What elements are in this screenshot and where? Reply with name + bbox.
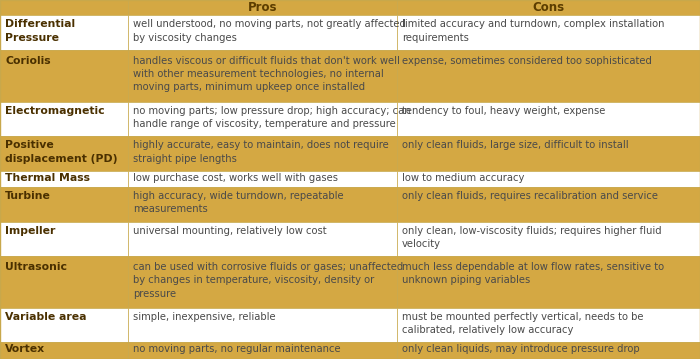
Text: high accuracy, wide turndown, repeatable
measurements: high accuracy, wide turndown, repeatable… [133,191,344,214]
Bar [397,136,700,171]
Text: only clean liquids, may introduce pressure drop: only clean liquids, may introduce pressu… [402,344,640,354]
Text: limited accuracy and turndown, complex installation
requirements: limited accuracy and turndown, complex i… [402,19,664,43]
Bar [0,102,128,136]
Text: no moving parts; low pressure drop; high accuracy; can
handle range of viscosity: no moving parts; low pressure drop; high… [133,106,411,129]
Text: Vortex: Vortex [5,344,45,354]
Text: only clean, low-viscosity fluids; requires higher fluid
velocity: only clean, low-viscosity fluids; requir… [402,226,662,249]
Bar [128,222,397,256]
Text: Differential
Pressure: Differential Pressure [5,19,75,43]
Bar [0,0,128,15]
Bar [0,15,128,50]
Bar [0,308,128,342]
Bar [397,15,700,50]
Bar [397,0,700,15]
Bar [0,136,128,171]
Text: expense, sometimes considered too sophisticated: expense, sometimes considered too sophis… [402,56,652,66]
Bar [128,308,397,342]
Bar [397,256,700,308]
Bar [128,171,397,187]
Text: highly accurate, easy to maintain, does not require
straight pipe lengths: highly accurate, easy to maintain, does … [133,140,389,164]
Text: Ultrasonic: Ultrasonic [5,262,67,272]
Text: Cons: Cons [533,1,564,14]
Bar [128,256,397,308]
Text: Variable area: Variable area [5,312,87,322]
Bar [0,50,128,102]
Bar [128,342,397,359]
Bar [0,171,128,187]
Text: Impeller: Impeller [5,226,55,236]
Bar [0,222,128,256]
Bar [397,171,700,187]
Text: must be mounted perfectly vertical, needs to be
calibrated, relatively low accur: must be mounted perfectly vertical, need… [402,312,643,335]
Text: low purchase cost, works well with gases: low purchase cost, works well with gases [133,173,338,183]
Bar [0,187,128,222]
Text: handles viscous or difficult fluids that don't work well
with other measurement : handles viscous or difficult fluids that… [133,56,400,92]
Text: Turbine: Turbine [5,191,51,201]
Text: Thermal Mass: Thermal Mass [5,173,90,183]
Bar [128,136,397,171]
Text: no moving parts, no regular maintenance: no moving parts, no regular maintenance [133,344,341,354]
Text: much less dependable at low flow rates, sensitive to
unknown piping variables: much less dependable at low flow rates, … [402,262,664,285]
Text: universal mounting, relatively low cost: universal mounting, relatively low cost [133,226,327,236]
Text: low to medium accuracy: low to medium accuracy [402,173,524,183]
Text: Electromagnetic: Electromagnetic [5,106,104,116]
Text: well understood, no moving parts, not greatly affected
by viscosity changes: well understood, no moving parts, not gr… [133,19,406,43]
Bar [0,342,128,359]
Bar [397,50,700,102]
Text: only clean fluids, requires recalibration and service: only clean fluids, requires recalibratio… [402,191,658,201]
Bar [397,187,700,222]
Text: simple, inexpensive, reliable: simple, inexpensive, reliable [133,312,276,322]
Bar [397,342,700,359]
Bar [0,256,128,308]
Bar [128,102,397,136]
Text: Positive
displacement (PD): Positive displacement (PD) [5,140,118,164]
Text: tendency to foul, heavy weight, expense: tendency to foul, heavy weight, expense [402,106,606,116]
Bar [397,222,700,256]
Text: Coriolis: Coriolis [5,56,50,66]
Text: only clean fluids, large size, difficult to install: only clean fluids, large size, difficult… [402,140,629,150]
Bar [128,50,397,102]
Text: can be used with corrosive fluids or gases; unaffected
by changes in temperature: can be used with corrosive fluids or gas… [133,262,403,299]
Bar [397,102,700,136]
Bar [128,187,397,222]
Bar [128,0,397,15]
Bar [397,308,700,342]
Bar [128,15,397,50]
Text: Pros: Pros [248,1,277,14]
